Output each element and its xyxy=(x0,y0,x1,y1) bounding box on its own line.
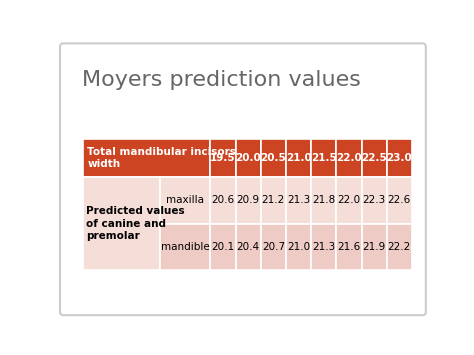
Text: 22.2: 22.2 xyxy=(388,242,411,252)
Bar xyxy=(362,224,387,270)
Bar xyxy=(236,224,261,270)
Bar xyxy=(286,139,311,178)
Text: 21.9: 21.9 xyxy=(363,242,386,252)
Bar xyxy=(286,224,311,270)
Bar xyxy=(82,178,160,270)
Bar xyxy=(160,178,210,224)
Text: 22.6: 22.6 xyxy=(388,196,411,206)
Bar xyxy=(311,139,337,178)
Bar xyxy=(286,178,311,224)
Bar xyxy=(236,178,261,224)
Bar xyxy=(160,224,210,270)
Bar xyxy=(210,139,236,178)
Text: Moyers prediction values: Moyers prediction values xyxy=(82,70,361,89)
Text: 21.6: 21.6 xyxy=(337,242,361,252)
Text: 22.5: 22.5 xyxy=(361,153,387,163)
Bar xyxy=(311,178,337,224)
Text: 20.9: 20.9 xyxy=(237,196,260,206)
Text: 21.3: 21.3 xyxy=(287,196,310,206)
Bar xyxy=(337,178,362,224)
Bar xyxy=(261,224,286,270)
Text: Total mandibular incisors
width: Total mandibular incisors width xyxy=(87,147,236,169)
Bar xyxy=(210,224,236,270)
Bar xyxy=(387,139,412,178)
Text: 21.2: 21.2 xyxy=(262,196,285,206)
Text: 20.1: 20.1 xyxy=(211,242,235,252)
Bar xyxy=(362,139,387,178)
Text: maxilla: maxilla xyxy=(166,196,204,206)
Bar xyxy=(362,178,387,224)
FancyBboxPatch shape xyxy=(60,43,426,315)
Text: 21.0: 21.0 xyxy=(286,153,311,163)
Text: 20.4: 20.4 xyxy=(237,242,260,252)
Text: 23.0: 23.0 xyxy=(386,153,412,163)
Text: Predicted values
of canine and
premolar: Predicted values of canine and premolar xyxy=(86,206,185,241)
Text: 21.8: 21.8 xyxy=(312,196,335,206)
Bar xyxy=(261,139,286,178)
Bar xyxy=(337,139,362,178)
Text: 22.3: 22.3 xyxy=(363,196,386,206)
Bar xyxy=(210,178,236,224)
Bar xyxy=(387,178,412,224)
Text: 21.3: 21.3 xyxy=(312,242,335,252)
Text: 19.5: 19.5 xyxy=(210,153,236,163)
Bar xyxy=(387,224,412,270)
Text: 20.6: 20.6 xyxy=(211,196,235,206)
Bar xyxy=(261,178,286,224)
Bar xyxy=(236,139,261,178)
Bar xyxy=(82,139,210,178)
Text: 20.7: 20.7 xyxy=(262,242,285,252)
Bar xyxy=(337,224,362,270)
Text: 21.5: 21.5 xyxy=(311,153,337,163)
Text: 22.0: 22.0 xyxy=(336,153,362,163)
Text: 21.0: 21.0 xyxy=(287,242,310,252)
Bar xyxy=(311,224,337,270)
Text: 20.0: 20.0 xyxy=(235,153,261,163)
Text: 22.0: 22.0 xyxy=(337,196,360,206)
Text: 20.5: 20.5 xyxy=(261,153,286,163)
Text: mandible: mandible xyxy=(161,242,210,252)
